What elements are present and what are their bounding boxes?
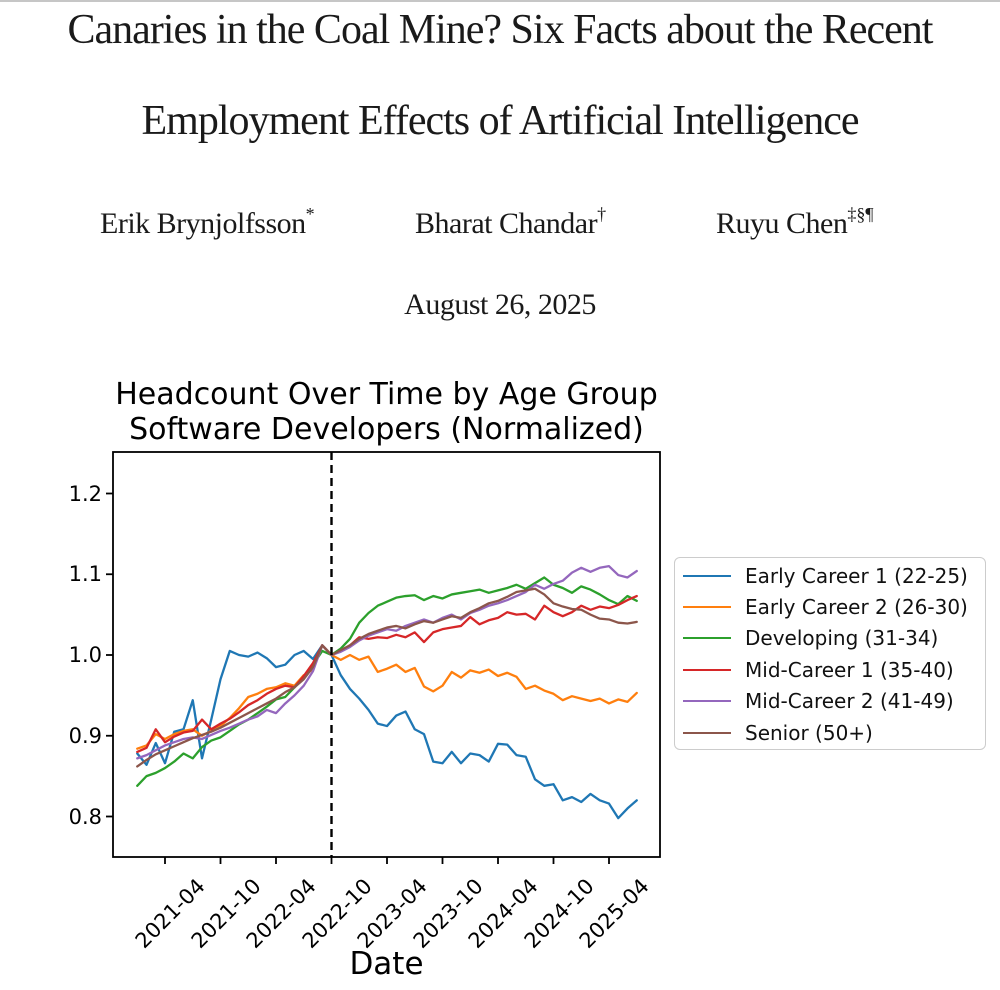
y-axis-tick-label: 0.9 <box>68 723 102 748</box>
author-name-text: Bharat Chandar <box>415 207 598 240</box>
author-name: Erik Brynjolfsson* <box>100 204 315 241</box>
author-superscript: * <box>305 204 315 224</box>
legend-item: Mid-Career 1 (35-40) <box>675 654 985 685</box>
author-name: Bharat Chandar† <box>415 204 607 241</box>
legend-line-swatch <box>683 574 731 577</box>
legend-item-label: Mid-Career 2 (41-49) <box>745 689 954 714</box>
legend-item: Developing (31-34) <box>675 623 985 654</box>
legend-item-label: Early Career 1 (22-25) <box>745 563 968 588</box>
page-edge-artifact <box>0 0 1000 2</box>
x-axis-label: Date <box>349 946 424 982</box>
legend-item: Mid-Career 2 (41-49) <box>675 686 985 717</box>
paper-title-line-1: Canaries in the Coal Mine? Six Facts abo… <box>67 7 934 53</box>
author-superscript: ‡§¶ <box>847 204 874 224</box>
series-line-mid-career-2-41-49 <box>136 565 638 760</box>
legend-line-swatch <box>683 731 731 734</box>
legend-line-swatch <box>683 606 731 609</box>
series-line-early-career-2-26-30 <box>136 644 638 750</box>
y-axis-tick-label: 1.0 <box>68 643 102 667</box>
y-axis-tick-label: 1.1 <box>68 562 102 587</box>
author-superscript: † <box>597 204 607 224</box>
author-list: Erik Brynjolfsson* Bharat Chandar† Ruyu Ch… <box>0 204 1000 246</box>
paper-title-line-2: Employment Effects of Artificial Intelli… <box>141 98 860 144</box>
y-axis-tick-label: 0.8 <box>68 804 102 829</box>
plot-border <box>112 451 661 858</box>
series-line-developing-31-34 <box>136 576 638 787</box>
legend-item-label: Early Career 2 (26-30) <box>745 595 968 620</box>
chart-legend: Early Career 1 (22-25) Early Career 2 (26… <box>674 557 986 750</box>
legend-line-swatch <box>683 637 731 640</box>
chart-title-line-2: Software Developers (Normalized) <box>129 412 644 447</box>
legend-item: Senior (50+) <box>675 717 985 748</box>
series-line-senior-50 <box>136 587 638 768</box>
author-name: Ruyu Chen‡§¶ <box>716 204 874 241</box>
legend-line-swatch <box>683 668 731 671</box>
chart-title-line-1: Headcount Over Time by Age Group <box>115 377 658 412</box>
legend-item-label: Mid-Career 1 (35-40) <box>745 657 954 682</box>
legend-line-swatch <box>683 700 731 703</box>
series-line-mid-career-1-35-40 <box>136 594 638 754</box>
author-name-text: Ruyu Chen <box>716 207 848 240</box>
chart-title: Headcount Over Time by Age Group Softwar… <box>113 377 660 447</box>
legend-item-label: Senior (50+) <box>745 720 873 745</box>
author-name-text: Erik Brynjolfsson <box>100 207 306 240</box>
y-axis-tick-label: 1.2 <box>68 481 102 506</box>
legend-item-label: Developing (31-34) <box>745 626 939 651</box>
legend-item: Early Career 2 (26-30) <box>675 591 985 622</box>
series-line-early-career-1-22-25 <box>136 644 638 820</box>
legend-item: Early Career 1 (22-25) <box>675 560 985 591</box>
paper-date: August 26, 2025 <box>404 288 596 321</box>
